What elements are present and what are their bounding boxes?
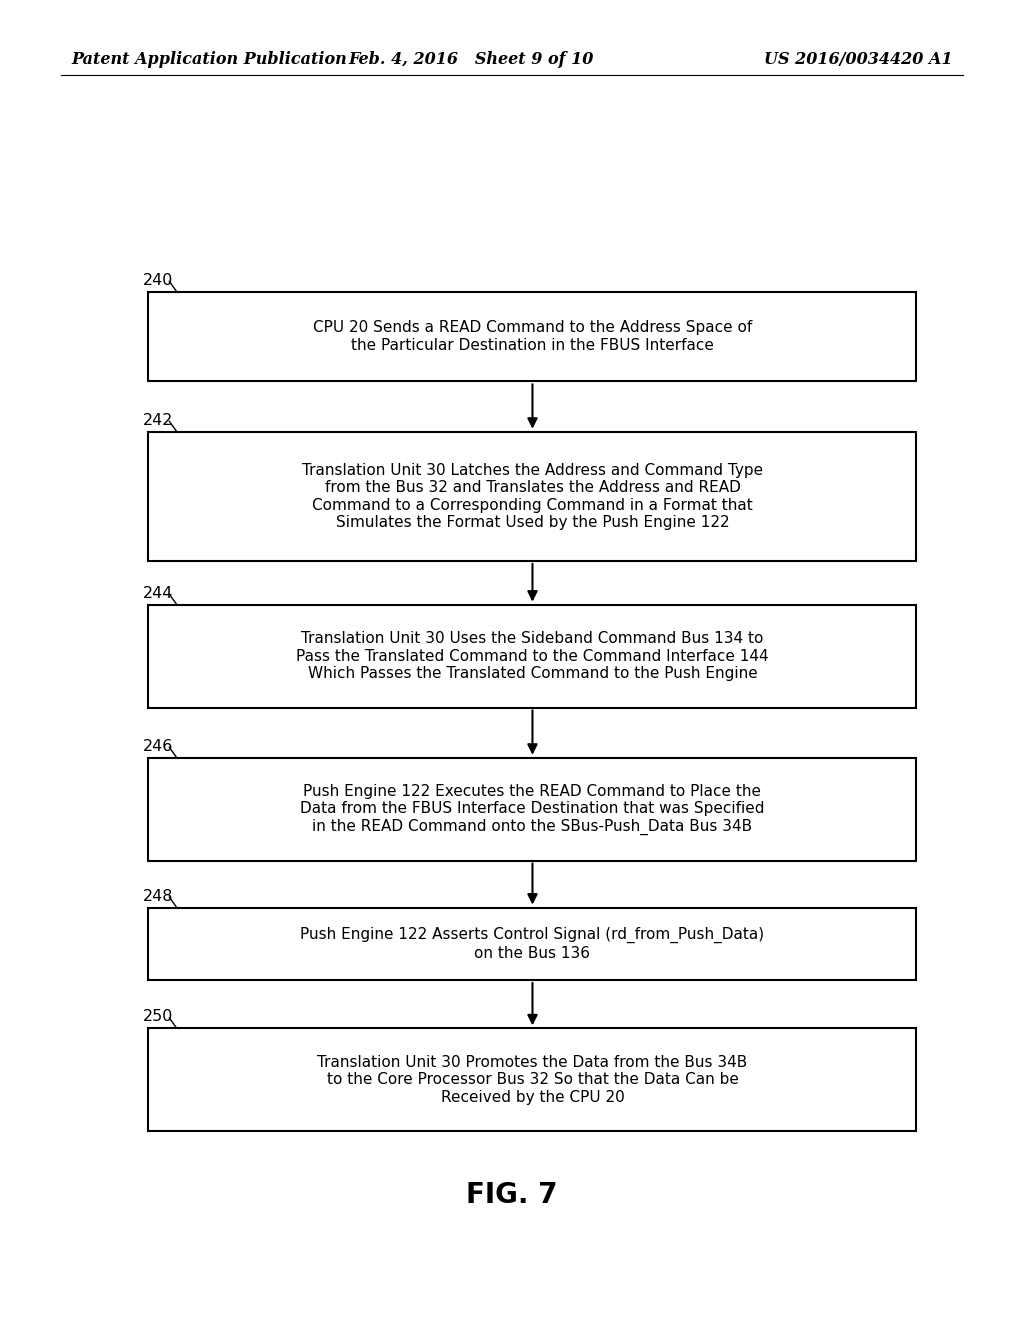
Text: Push Engine 122 Executes the READ Command to Place the
Data from the FBUS Interf: Push Engine 122 Executes the READ Comman…: [300, 784, 765, 834]
Text: Translation Unit 30 Latches the Address and Command Type
from the Bus 32 and Tra: Translation Unit 30 Latches the Address …: [302, 463, 763, 529]
Text: CPU 20 Sends a READ Command to the Address Space of
the Particular Destination i: CPU 20 Sends a READ Command to the Addre…: [313, 321, 752, 352]
Bar: [148, 758, 916, 861]
Bar: [148, 432, 916, 561]
Text: 242: 242: [143, 413, 174, 428]
Bar: [148, 292, 916, 381]
Text: 250: 250: [143, 1010, 174, 1024]
Bar: [148, 605, 916, 708]
Text: US 2016/0034420 A1: US 2016/0034420 A1: [764, 51, 952, 67]
Text: FIG. 7: FIG. 7: [466, 1180, 558, 1209]
Bar: [148, 1028, 916, 1131]
Text: Push Engine 122 Asserts Control Signal (rd_from_Push_Data)
on the Bus 136: Push Engine 122 Asserts Control Signal (…: [300, 927, 765, 961]
Text: 240: 240: [143, 273, 174, 288]
Text: Patent Application Publication: Patent Application Publication: [72, 51, 347, 67]
Text: 246: 246: [143, 739, 174, 754]
Text: Feb. 4, 2016   Sheet 9 of 10: Feb. 4, 2016 Sheet 9 of 10: [348, 51, 594, 67]
Text: 244: 244: [143, 586, 174, 601]
Text: Translation Unit 30 Promotes the Data from the Bus 34B
to the Core Processor Bus: Translation Unit 30 Promotes the Data fr…: [317, 1055, 748, 1105]
Text: 248: 248: [143, 888, 174, 903]
Bar: [148, 908, 916, 979]
Text: Translation Unit 30 Uses the Sideband Command Bus 134 to
Pass the Translated Com: Translation Unit 30 Uses the Sideband Co…: [296, 631, 769, 681]
